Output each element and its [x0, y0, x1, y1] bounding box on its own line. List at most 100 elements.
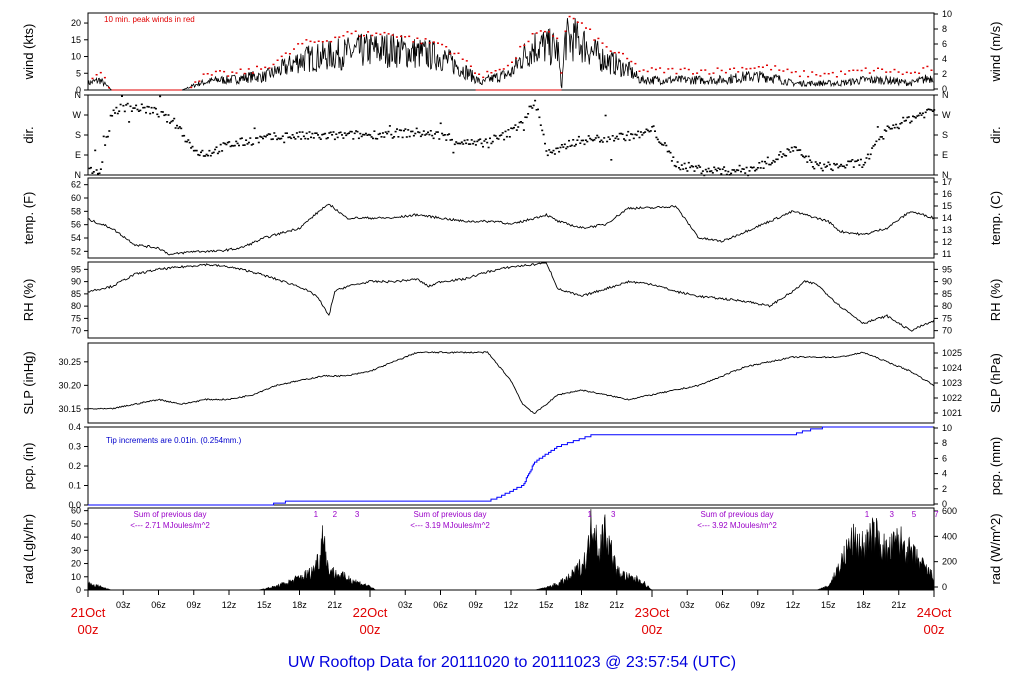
wind-peak-point — [766, 64, 768, 66]
rad-hour-mark-1-1: 3 — [611, 510, 616, 519]
dir-point — [850, 160, 852, 163]
dir-point — [187, 139, 190, 141]
dir-point — [513, 126, 515, 129]
dir-point — [160, 111, 163, 113]
dir-point — [694, 165, 697, 168]
wind-peak-point — [523, 44, 526, 47]
wind-peak-point — [852, 69, 855, 71]
dir-point — [384, 131, 387, 133]
dir-point — [826, 165, 828, 167]
x-tick-label-17: 12z — [786, 600, 801, 610]
dir-point — [775, 158, 778, 161]
dir-point — [649, 130, 652, 132]
wind-peak-point — [877, 67, 879, 69]
dir-point — [679, 168, 682, 171]
wind-peak-point — [654, 68, 657, 71]
wind-peak-point — [391, 34, 394, 36]
dir-point — [283, 141, 286, 144]
dir-point — [828, 163, 831, 166]
wind-peak-point — [543, 30, 546, 33]
dir-point — [742, 168, 745, 170]
rh-left-tick-1-label: 75 — [71, 313, 81, 323]
dir-point — [778, 154, 781, 156]
dir-point — [339, 131, 342, 134]
dir-point — [277, 137, 280, 140]
rad-left-tick-6-label: 60 — [71, 506, 81, 516]
dir-point — [341, 134, 343, 136]
dir-point — [803, 156, 806, 159]
wind-speed-line — [87, 17, 934, 91]
dir-point — [772, 159, 775, 162]
dir-point — [496, 137, 499, 140]
wind-peak-point — [909, 72, 912, 74]
dir-point — [534, 99, 537, 102]
wind-peak-point — [613, 52, 616, 54]
dir-point — [606, 140, 609, 143]
wind-peak-point — [358, 35, 361, 38]
dir-point — [198, 154, 201, 157]
wind-peak-point — [288, 53, 291, 55]
dir-point — [185, 140, 188, 143]
dir-point — [383, 136, 386, 138]
dir-point — [842, 165, 845, 168]
rh-right-tick-1-label: 75 — [942, 313, 952, 323]
wind-peak-point — [811, 71, 814, 73]
dir-point — [157, 115, 160, 118]
wind-peak-point — [729, 68, 731, 70]
dir-point — [881, 136, 883, 138]
dir-point — [322, 133, 325, 135]
pcp-left-tick-1-label: 0.1 — [68, 481, 81, 491]
dir-point — [889, 128, 892, 130]
dir-point — [490, 142, 493, 145]
wind-peak-point — [206, 73, 209, 75]
dir-point — [390, 133, 393, 136]
dir-point — [724, 170, 727, 172]
dir-point — [428, 133, 431, 136]
wind-peak-point — [609, 50, 612, 52]
dir-point — [418, 131, 421, 134]
wind-peak-point — [659, 67, 662, 69]
temp-frame — [87, 177, 935, 259]
dir-point — [328, 132, 331, 134]
dir-point — [143, 106, 146, 109]
dir-point — [362, 133, 365, 136]
dir-point — [813, 167, 816, 170]
dir-point — [394, 130, 397, 133]
dir-point — [614, 137, 617, 140]
dir-point — [267, 133, 270, 135]
dir-point — [851, 159, 854, 161]
dir-point — [714, 168, 717, 171]
wind-peak-point — [453, 52, 456, 55]
wind-peak-point — [560, 72, 563, 74]
dir-point — [690, 165, 693, 167]
x-tick-label-0: 03z — [116, 600, 131, 610]
dir-point — [219, 143, 222, 146]
wind-peak-point — [844, 73, 847, 75]
wind-peak-point — [214, 70, 217, 73]
dir-point — [500, 134, 503, 136]
wind-peak-point — [498, 68, 501, 71]
dir-point — [618, 132, 621, 135]
dir-point — [806, 161, 809, 163]
dir-point — [342, 137, 345, 139]
dir-point — [462, 143, 465, 145]
wind-peak-point — [219, 70, 221, 72]
dir-point — [436, 131, 439, 133]
dir-point — [393, 136, 396, 138]
wind-peak-point — [469, 65, 472, 67]
rh-frame — [87, 261, 935, 339]
wind-peak-point — [675, 72, 678, 75]
x-tick-label-11: 15z — [539, 600, 554, 610]
dir-point — [893, 126, 896, 129]
dir-point — [123, 110, 126, 113]
dir-point — [723, 166, 726, 168]
dir-point — [92, 171, 95, 173]
dir-point — [405, 136, 408, 138]
dir-point — [686, 170, 689, 172]
dir-point — [333, 138, 336, 141]
dir-point — [280, 137, 283, 140]
dir-point — [771, 162, 773, 164]
dir-point — [735, 169, 738, 171]
rad-left-tick-2-label: 20 — [71, 559, 81, 569]
wind-peak-point — [860, 69, 863, 72]
